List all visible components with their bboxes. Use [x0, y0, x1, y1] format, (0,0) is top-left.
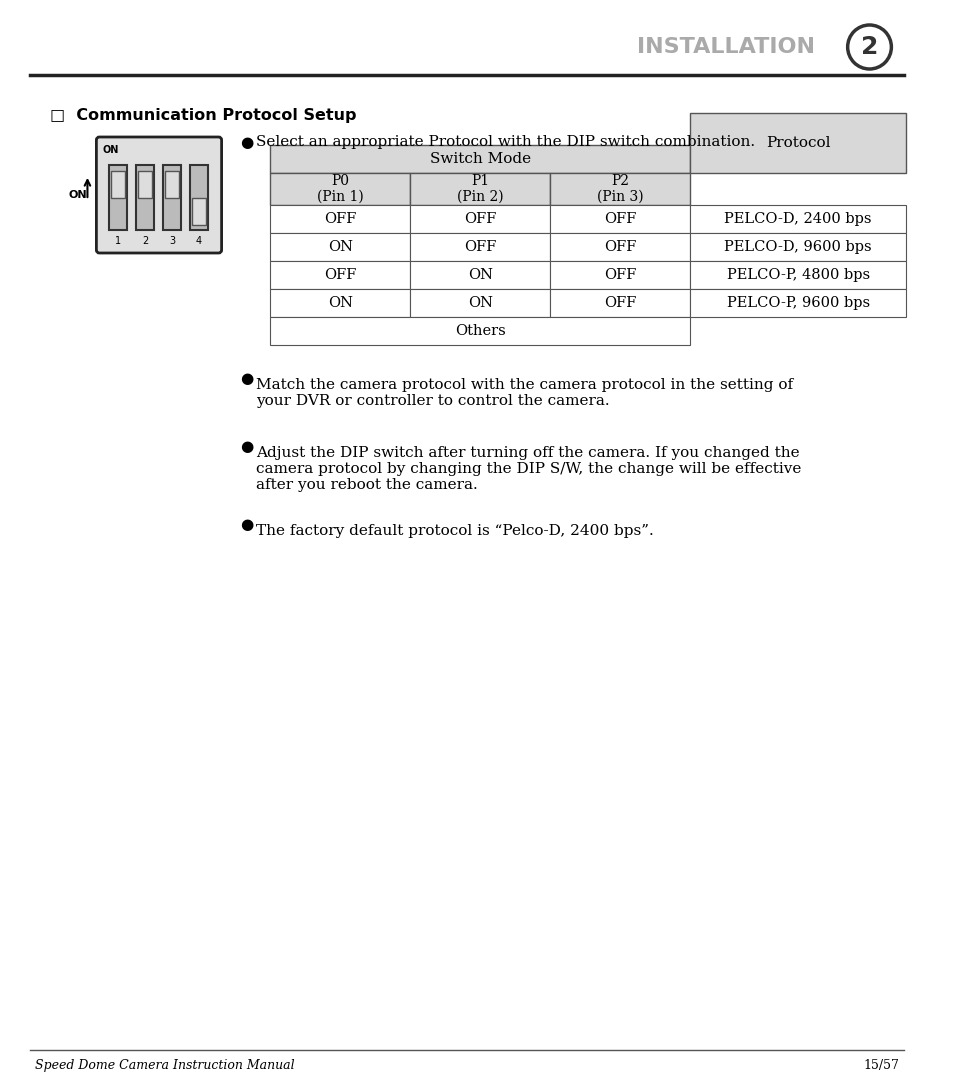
Text: ON: ON	[69, 190, 88, 199]
Text: OFF: OFF	[324, 211, 356, 226]
Text: OFF: OFF	[603, 268, 636, 282]
Text: Protocol: Protocol	[765, 136, 829, 150]
Text: Adjust the DIP switch after turning off the camera. If you changed the
camera pr: Adjust the DIP switch after turning off …	[256, 446, 801, 493]
Text: Speed Dome Camera Instruction Manual: Speed Dome Camera Instruction Manual	[34, 1058, 294, 1071]
Bar	[550, 233, 689, 261]
Bar	[410, 173, 550, 205]
Text: PELCO-D, 9600 bps: PELCO-D, 9600 bps	[723, 240, 871, 254]
Text: ON: ON	[467, 268, 492, 282]
Bar	[163, 165, 181, 230]
Text: PELCO-D, 2400 bps: PELCO-D, 2400 bps	[723, 211, 871, 226]
Bar	[270, 145, 689, 173]
Text: □  Communication Protocol Setup: □ Communication Protocol Setup	[50, 108, 355, 122]
Bar	[689, 233, 905, 261]
Bar	[410, 261, 550, 289]
Bar	[270, 233, 410, 261]
Bar	[270, 205, 410, 233]
Bar	[270, 317, 689, 346]
Text: P1
(Pin 2): P1 (Pin 2)	[456, 174, 503, 204]
Text: ●: ●	[240, 134, 253, 149]
Text: 2: 2	[860, 35, 878, 59]
Bar	[689, 289, 905, 317]
Bar	[190, 165, 208, 230]
Bar	[550, 289, 689, 317]
Text: OFF: OFF	[603, 240, 636, 254]
Text: 3: 3	[169, 237, 174, 246]
FancyBboxPatch shape	[96, 137, 221, 253]
Text: 1: 1	[115, 237, 121, 246]
Text: ●: ●	[240, 517, 253, 532]
Text: 2: 2	[142, 237, 148, 246]
Text: PELCO-P, 4800 bps: PELCO-P, 4800 bps	[726, 268, 869, 282]
Bar	[165, 171, 178, 198]
Text: P2
(Pin 3): P2 (Pin 3)	[597, 174, 642, 204]
Text: 4: 4	[195, 237, 202, 246]
Text: INSTALLATION: INSTALLATION	[637, 37, 814, 57]
Text: ●: ●	[240, 371, 253, 386]
Text: P0
(Pin 1): P0 (Pin 1)	[316, 174, 363, 204]
Bar	[689, 113, 905, 173]
Text: OFF: OFF	[463, 211, 496, 226]
Text: ON: ON	[328, 296, 353, 310]
Bar	[136, 165, 153, 230]
Text: OFF: OFF	[603, 211, 636, 226]
Bar	[270, 261, 410, 289]
Bar	[112, 171, 125, 198]
Text: Others: Others	[455, 324, 505, 338]
Text: ●: ●	[240, 438, 253, 453]
Bar	[410, 205, 550, 233]
Text: 15/57: 15/57	[862, 1058, 899, 1071]
Text: Select an appropriate Protocol with the DIP switch combination.: Select an appropriate Protocol with the …	[256, 135, 755, 149]
Text: PELCO-P, 9600 bps: PELCO-P, 9600 bps	[726, 296, 869, 310]
Bar	[110, 165, 127, 230]
Bar	[410, 233, 550, 261]
Text: The factory default protocol is “Pelco-D, 2400 bps”.: The factory default protocol is “Pelco-D…	[256, 524, 654, 538]
Bar	[192, 198, 206, 225]
Text: Switch Mode: Switch Mode	[429, 152, 530, 166]
Bar	[550, 173, 689, 205]
Text: ON: ON	[102, 145, 118, 155]
Text: ON: ON	[328, 240, 353, 254]
Bar	[270, 289, 410, 317]
Text: OFF: OFF	[324, 268, 356, 282]
Text: ON: ON	[467, 296, 492, 310]
Bar	[689, 205, 905, 233]
Text: OFF: OFF	[463, 240, 496, 254]
Bar	[270, 173, 410, 205]
Bar	[138, 171, 152, 198]
Bar	[550, 205, 689, 233]
Bar	[550, 261, 689, 289]
Bar	[410, 289, 550, 317]
Text: OFF: OFF	[603, 296, 636, 310]
Bar	[689, 261, 905, 289]
Text: Match the camera protocol with the camera protocol in the setting of
your DVR or: Match the camera protocol with the camer…	[256, 378, 793, 408]
